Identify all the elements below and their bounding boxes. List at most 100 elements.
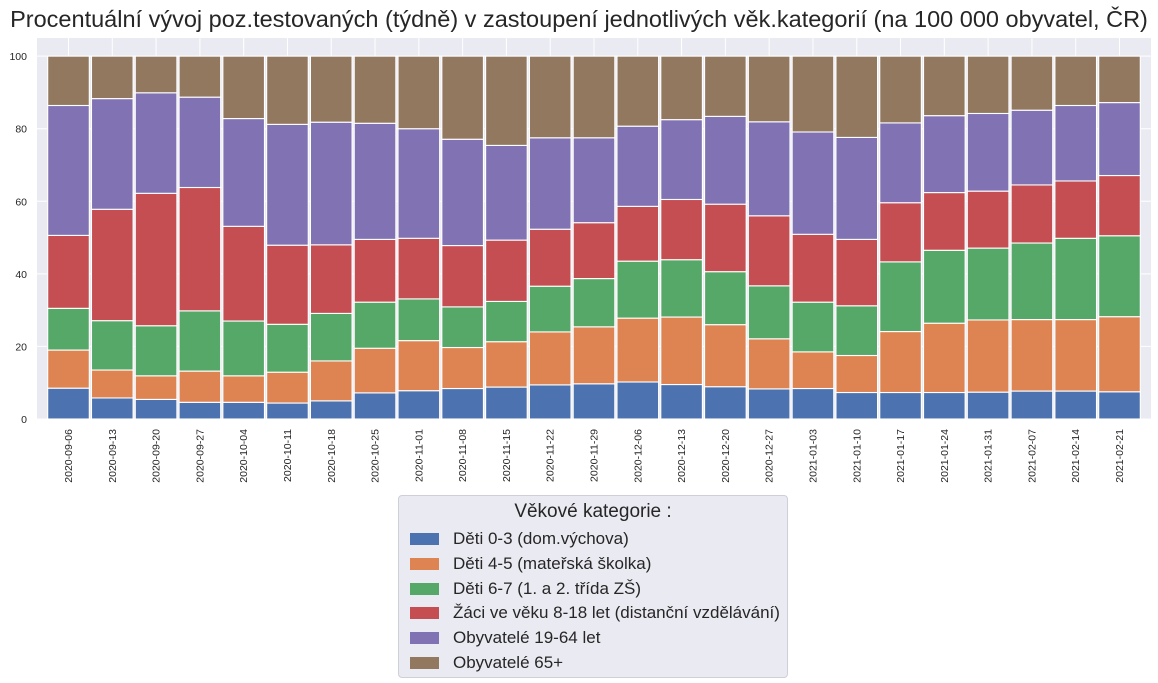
bar-segment-6	[879, 55, 922, 124]
bar-segment-1	[134, 398, 178, 420]
bar-segment-3	[1010, 242, 1054, 321]
bar-segment-5	[47, 104, 90, 236]
bar-segment-6	[572, 55, 616, 139]
bar-segment-2	[922, 322, 966, 394]
bar-segment-6	[791, 55, 835, 133]
bar-segment-5	[309, 121, 353, 246]
bar-segment-3	[922, 249, 966, 324]
legend-swatch	[410, 533, 439, 546]
legend-swatch	[410, 558, 439, 571]
bar-segment-3	[879, 261, 922, 333]
legend-swatch	[410, 607, 439, 620]
bar-segment-6	[90, 55, 134, 100]
bar-segment-2	[879, 331, 922, 394]
legend-swatch	[410, 582, 439, 595]
y-axis-ticks: 0 20 40 60 80 100	[9, 51, 27, 426]
x-tick-label: 2020-10-11	[282, 429, 294, 482]
bar-segment-2	[222, 375, 266, 403]
bar-segment-4	[660, 198, 703, 261]
bar-segment-5	[704, 115, 747, 205]
y-tick-label: 0	[21, 414, 27, 426]
bar-segment-1	[528, 384, 572, 420]
bar-segment-5	[572, 137, 616, 224]
bar-segment-1	[1098, 391, 1141, 420]
bar-segment-2	[309, 360, 353, 402]
bar-segment-2	[704, 324, 747, 388]
bars	[47, 55, 1141, 420]
x-tick-label: 2021-02-14	[1070, 429, 1082, 483]
bar-segment-6	[222, 55, 266, 120]
bar-segment-4	[47, 234, 90, 309]
bar-segment-1	[485, 386, 528, 420]
bar-segment-3	[1054, 237, 1098, 321]
legend-swatch	[410, 656, 439, 669]
bar-segment-6	[309, 55, 353, 123]
bar-segment-1	[222, 401, 266, 420]
x-tick-label: 2020-11-29	[589, 429, 601, 482]
legend-entry: Obyvatelé 65+	[399, 650, 787, 675]
bar-segment-4	[704, 203, 747, 273]
x-tick-label: 2020-10-18	[326, 429, 338, 483]
bar-segment-1	[616, 381, 660, 420]
bar-segment-5	[441, 138, 484, 247]
bar-segment-2	[572, 326, 616, 385]
x-tick-label: 2020-10-04	[238, 429, 250, 483]
y-tick-label: 40	[15, 269, 27, 281]
bar-segment-2	[835, 354, 879, 394]
bar-segment-1	[47, 387, 90, 420]
bar-segment-2	[1010, 319, 1054, 392]
x-tick-label: 2021-01-17	[895, 429, 907, 483]
bar-segment-6	[397, 55, 441, 130]
legend-entry: Děti 6-7 (1. a 2. třída ZŠ)	[399, 576, 787, 601]
bar-segment-4	[879, 202, 922, 263]
bar-segment-1	[1054, 390, 1098, 420]
x-tick-label: 2021-01-31	[983, 429, 995, 483]
bar-segment-1	[309, 400, 353, 420]
bar-segment-4	[309, 244, 353, 314]
x-tick-label: 2020-09-20	[151, 429, 163, 483]
bar-segment-2	[47, 349, 90, 389]
bar-segment-4	[90, 208, 134, 322]
bar-segment-2	[134, 375, 178, 400]
bar-segment-1	[791, 387, 835, 420]
y-tick-label: 20	[15, 341, 27, 353]
bar-segment-3	[266, 323, 309, 373]
bar-segment-5	[222, 118, 266, 227]
x-tick-label: 2020-11-22	[545, 429, 557, 482]
x-tick-label: 2021-01-10	[851, 429, 863, 483]
x-tick-label: 2020-12-06	[632, 429, 644, 483]
bar-segment-5	[1010, 109, 1054, 186]
bar-segment-3	[353, 301, 397, 349]
bar-segment-1	[1010, 390, 1054, 420]
bar-segment-3	[90, 320, 134, 371]
x-tick-label: 2020-12-27	[764, 429, 776, 483]
legend-entry: Děti 4-5 (mateřská školka)	[399, 552, 787, 577]
x-tick-label: 2020-09-27	[194, 429, 206, 483]
bar-segment-6	[1054, 55, 1098, 107]
bar-segment-1	[353, 392, 397, 420]
bar-segment-5	[134, 92, 178, 194]
bar-segment-3	[134, 325, 178, 377]
x-tick-label: 2021-01-24	[939, 429, 951, 483]
bar-segment-4	[1098, 174, 1141, 237]
bar-segment-3	[966, 247, 1010, 321]
bar-segment-4	[572, 222, 616, 280]
legend-swatch	[410, 632, 439, 645]
bar-segment-5	[616, 125, 660, 207]
chart-title: Procentuální vývoj poz.testovaných (týdn…	[10, 6, 1148, 32]
bar-segment-5	[747, 121, 791, 217]
bar-segment-4	[178, 186, 222, 312]
bar-segment-2	[747, 338, 791, 390]
bar-segment-2	[178, 370, 222, 403]
bar-segment-6	[441, 55, 484, 140]
bar-segment-5	[791, 131, 835, 235]
bar-segment-3	[791, 301, 835, 353]
legend-label: Děti 4-5 (mateřská školka)	[453, 554, 652, 574]
bar-segment-1	[266, 402, 309, 420]
bar-segment-1	[747, 388, 791, 420]
bar-segment-1	[922, 391, 966, 420]
bar-segment-5	[1054, 104, 1098, 182]
bar-segment-6	[353, 55, 397, 124]
bar-segment-6	[922, 55, 966, 117]
